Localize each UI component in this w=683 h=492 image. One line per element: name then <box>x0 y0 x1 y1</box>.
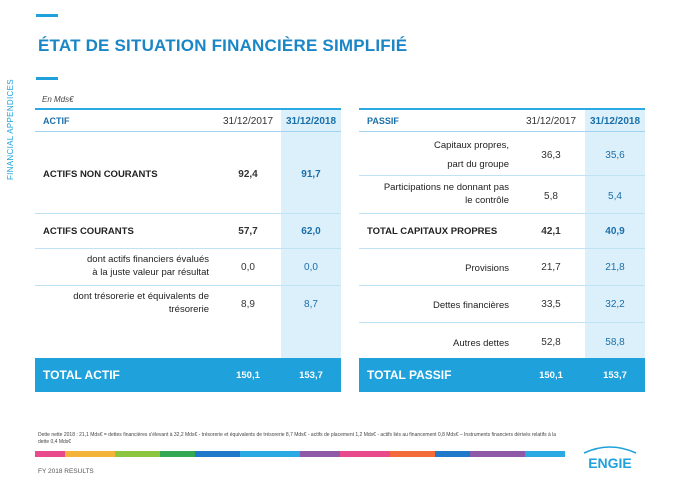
footer-text: FY 2018 RESULTS <box>38 468 94 475</box>
actif-total-2017: 150,1 <box>236 370 260 381</box>
passif-value-2017: 42,1 <box>541 226 561 237</box>
actif-row-label-line2: trésorerie <box>168 304 209 315</box>
actif-row-label-line2: à la juste valeur par résultat <box>92 267 209 278</box>
side-section-label: FINANCIAL APPENDICES <box>6 70 26 180</box>
passif-total-label: TOTAL PASSIF <box>367 368 452 382</box>
passif-total-row: TOTAL PASSIF 150,1 153,7 <box>359 358 645 392</box>
actif-row-label-line1: dont actifs financiers évalués <box>87 254 209 265</box>
title-underline-bar <box>36 77 58 80</box>
passif-row-label-line1: Capitaux propres, <box>434 140 509 151</box>
actif-value-2018: 8,7 <box>304 299 318 310</box>
passif-value-2017: 52,8 <box>541 337 561 348</box>
actif-row-label: ACTIFS NON COURANTS <box>43 169 158 180</box>
brand-color-segment <box>435 451 470 457</box>
actif-row-actifs-financiers: dont actifs financiers évalués à la just… <box>35 249 341 286</box>
passif-row-label: Capitaux propres, part du groupe <box>367 139 509 171</box>
actif-table: ACTIF 31/12/2017 31/12/2018 ACTIFS NON C… <box>35 108 341 392</box>
brand-color-segment <box>65 451 115 457</box>
page-title: ÉTAT DE SITUATION FINANCIÈRE SIMPLIFIÉ <box>38 36 408 55</box>
passif-header-2018: 31/12/2018 <box>589 116 641 127</box>
top-accent-bar <box>36 14 58 17</box>
passif-row-label: Dettes financières <box>432 300 509 311</box>
passif-header-label: PASSIF <box>367 116 399 126</box>
brand-color-segment <box>525 451 565 457</box>
brand-color-segment <box>160 451 195 457</box>
footnote: Dette nette 2018 : 21,1 Mds€ = dettes fi… <box>38 432 557 445</box>
actif-value-2018: 0,0 <box>304 262 318 273</box>
brand-color-segment <box>195 451 240 457</box>
actif-row-non-courants: ACTIFS NON COURANTS 92,4 91,7 <box>35 131 341 214</box>
passif-row-dettes-financieres: Dettes financières 33,5 32,2 <box>359 286 645 323</box>
passif-value-2018: 58,8 <box>605 337 625 348</box>
passif-value-2017: 21,7 <box>541 262 561 273</box>
passif-value-2018: 35,6 <box>605 150 625 161</box>
passif-header-2017: 31/12/2017 <box>525 116 577 127</box>
side-section-label-text: FINANCIAL APPENDICES <box>6 79 15 180</box>
actif-header-row: ACTIF 31/12/2017 31/12/2018 <box>35 108 341 132</box>
actif-value-2018: 91,7 <box>301 169 321 180</box>
actif-row-label-line1: dont trésorerie et équivalents de <box>73 291 209 302</box>
brand-color-strip <box>35 451 565 457</box>
passif-row-label: TOTAL CAPITAUX PROPRES <box>367 226 498 237</box>
passif-value-2017: 5,8 <box>544 191 558 202</box>
engie-logo-graphic: ENGIE <box>583 446 637 471</box>
actif-row-label: dont actifs financiers évalués à la just… <box>43 253 209 279</box>
passif-value-2018: 5,4 <box>608 191 622 202</box>
actif-row-label: dont trésorerie et équivalents de trésor… <box>43 290 209 316</box>
actif-header-2018: 31/12/2018 <box>285 116 337 127</box>
actif-total-row: TOTAL ACTIF 150,1 153,7 <box>35 358 341 392</box>
brand-color-segment <box>390 451 435 457</box>
actif-value-2017: 57,7 <box>238 226 258 237</box>
passif-row-autres-dettes: Autres dettes 52,8 58,8 <box>359 323 645 358</box>
brand-color-segment <box>35 451 65 457</box>
unit-label: En Mds€ <box>42 95 74 104</box>
passif-value-2017: 33,5 <box>541 299 561 310</box>
passif-header-row: PASSIF 31/12/2017 31/12/2018 <box>359 108 645 132</box>
brand-color-segment <box>300 451 340 457</box>
passif-row-label: Autres dettes <box>453 338 509 349</box>
actif-highlight-column <box>281 108 341 358</box>
actif-row-tresorerie: dont trésorerie et équivalents de trésor… <box>35 286 341 322</box>
brand-color-segment <box>240 451 300 457</box>
passif-row-label-line2: le contrôle <box>465 195 509 206</box>
passif-row-participations: Participations ne donnant pas le contrôl… <box>359 176 645 214</box>
actif-value-2017: 8,9 <box>241 299 255 310</box>
passif-value-2018: 40,9 <box>605 226 625 237</box>
engie-logo: ENGIE <box>578 443 642 480</box>
passif-row-provisions: Provisions 21,7 21,8 <box>359 249 645 286</box>
passif-row-capitaux-groupe: Capitaux propres, part du groupe 36,3 35… <box>359 131 645 176</box>
passif-table: PASSIF 31/12/2017 31/12/2018 Capitaux pr… <box>359 108 645 392</box>
actif-header-2017: 31/12/2017 <box>222 116 274 127</box>
passif-row-label: Provisions <box>465 263 509 274</box>
passif-total-2017: 150,1 <box>539 370 563 381</box>
actif-total-label: TOTAL ACTIF <box>43 368 120 382</box>
brand-color-segment <box>470 451 525 457</box>
passif-row-label-line1: Participations ne donnant pas <box>383 182 509 193</box>
passif-value-2017: 36,3 <box>541 150 561 161</box>
passif-row-label: Participations ne donnant pas le contrôl… <box>367 181 509 207</box>
engie-logo-text: ENGIE <box>588 455 632 471</box>
passif-value-2018: 21,8 <box>605 262 625 273</box>
actif-total-2018: 153,7 <box>299 370 323 381</box>
actif-value-2017: 0,0 <box>241 262 255 273</box>
actif-row-courants: ACTIFS COURANTS 57,7 62,0 <box>35 214 341 249</box>
brand-color-segment <box>115 451 160 457</box>
passif-total-2018: 153,7 <box>603 370 627 381</box>
passif-highlight-column <box>585 108 645 358</box>
actif-value-2017: 92,4 <box>238 169 258 180</box>
passif-value-2018: 32,2 <box>605 299 625 310</box>
actif-value-2018: 62,0 <box>301 226 321 237</box>
actif-header-label: ACTIF <box>43 116 70 126</box>
brand-color-segment <box>340 451 390 457</box>
actif-row-label: ACTIFS COURANTS <box>43 226 134 237</box>
passif-row-label-line2: part du groupe <box>447 159 509 170</box>
passif-row-total-capitaux: TOTAL CAPITAUX PROPRES 42,1 40,9 <box>359 214 645 249</box>
